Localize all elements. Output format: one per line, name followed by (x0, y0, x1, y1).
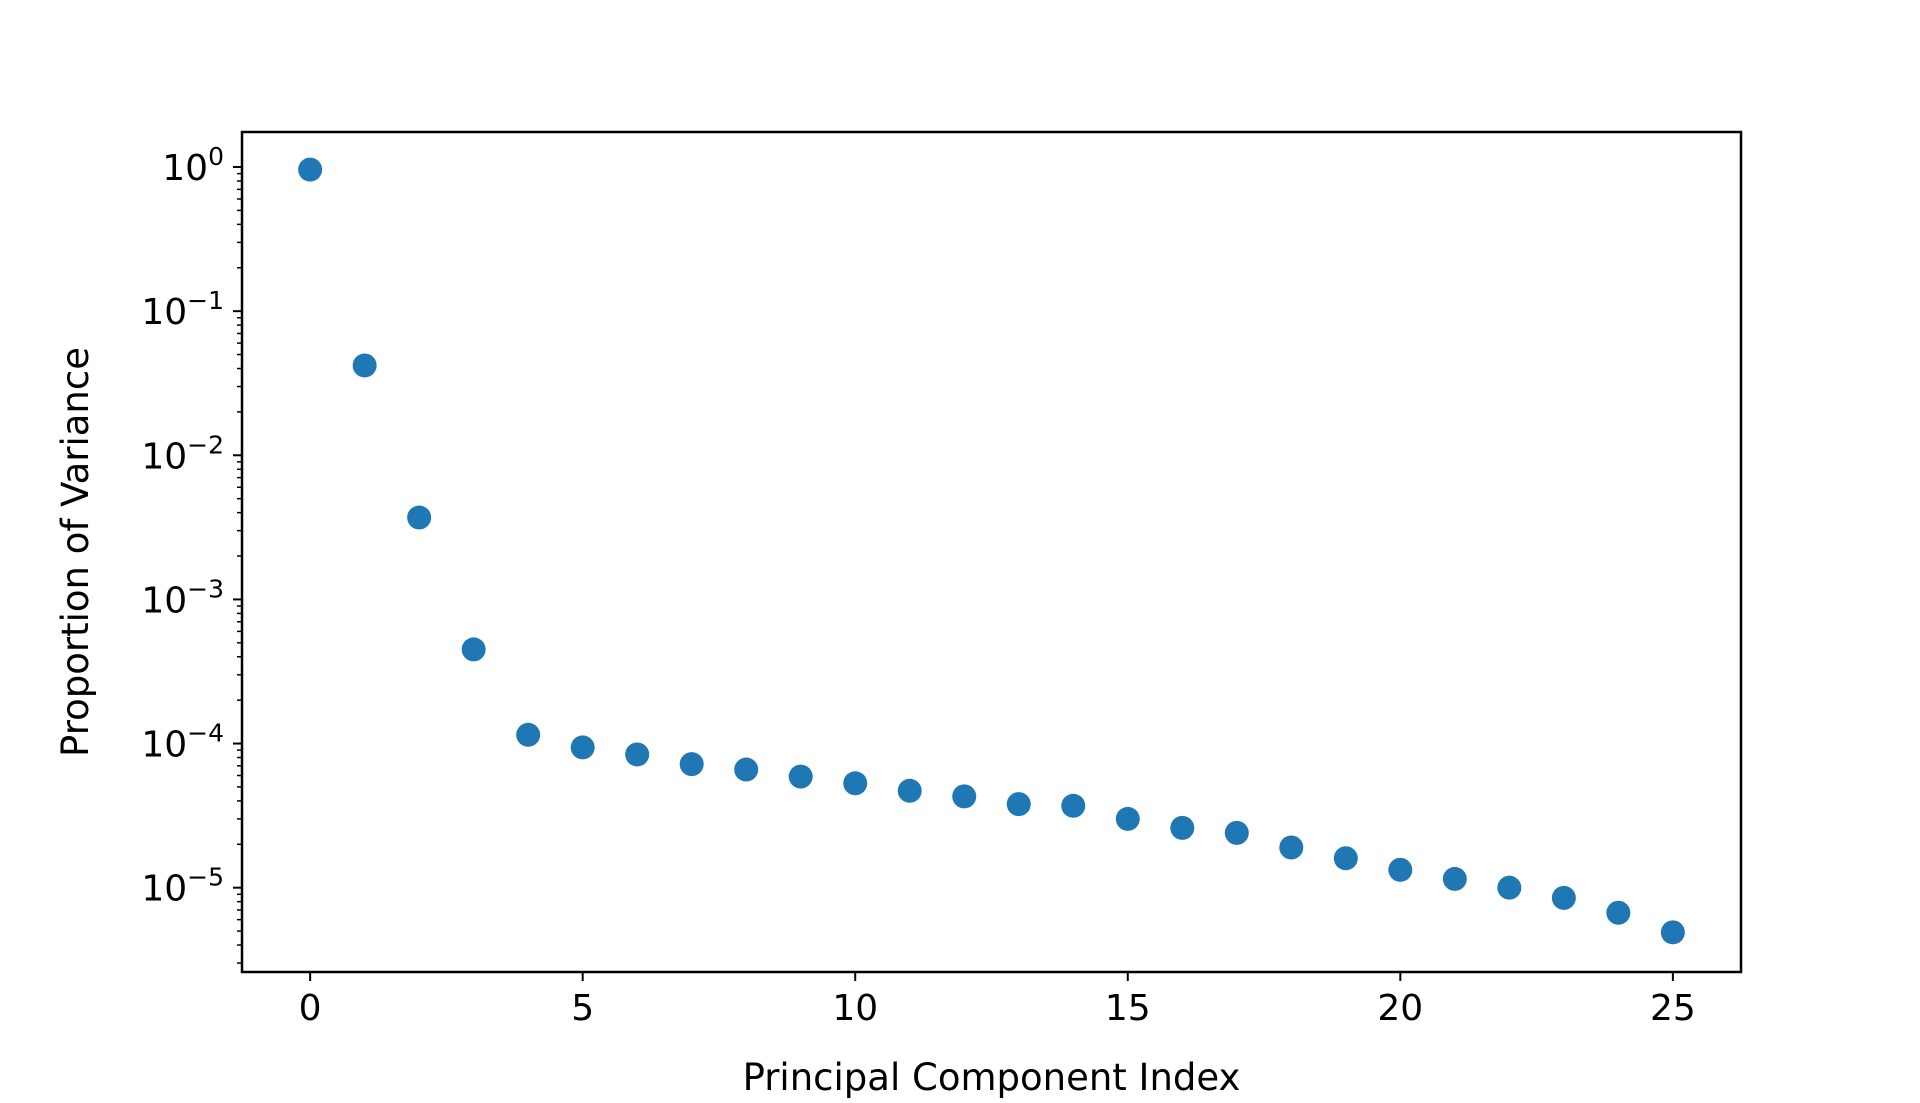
data-point-20 (1388, 857, 1413, 882)
data-point-25 (1660, 920, 1685, 945)
x-tick-label: 5 (571, 988, 594, 1029)
data-point-2 (407, 505, 432, 530)
x-tick-label: 15 (1105, 988, 1151, 1029)
y-tick-label: 10−2 (141, 430, 224, 477)
x-tick-label: 25 (1650, 988, 1696, 1029)
data-point-16 (1170, 815, 1195, 840)
data-point-11 (897, 778, 922, 803)
y-tick-label: 10−3 (141, 574, 224, 621)
data-point-18 (1279, 835, 1304, 860)
x-tick-label: 20 (1377, 988, 1423, 1029)
plot-frame (240, 130, 1743, 974)
data-point-1 (352, 353, 377, 378)
y-major-ticks: 100 10−1 10−2 10−3 10−4 10−5 (141, 142, 242, 910)
x-axis-label: Principal Component Index (743, 1056, 1241, 1099)
data-point-15 (1115, 806, 1140, 831)
data-point-4 (516, 722, 541, 747)
data-point-7 (679, 752, 704, 777)
data-point-19 (1333, 846, 1358, 871)
plot-area (242, 132, 1741, 972)
x-tick-label: 10 (832, 988, 878, 1029)
y-tick-label: 100 (162, 142, 224, 189)
y-tick-label: 10−1 (141, 286, 224, 333)
data-point-22 (1497, 875, 1522, 900)
data-point-10 (843, 771, 868, 796)
y-axis-label: Proportion of Variance (54, 347, 97, 757)
data-point-24 (1606, 900, 1631, 925)
x-ticks: 0 5 10 15 20 25 (299, 972, 1696, 1029)
y-tick-label: 10−5 (141, 863, 224, 910)
y-tick-label: 10−4 (141, 719, 224, 766)
data-point-14 (1061, 793, 1086, 818)
data-point-0 (298, 157, 323, 182)
data-point-13 (1006, 792, 1031, 817)
data-point-5 (570, 735, 595, 760)
data-point-3 (461, 637, 486, 662)
data-point-12 (952, 784, 977, 809)
data-point-21 (1442, 866, 1467, 891)
data-point-9 (788, 764, 813, 789)
data-point-17 (1224, 820, 1249, 845)
data-point-6 (625, 742, 650, 767)
data-point-8 (734, 757, 759, 782)
data-points (298, 157, 1685, 945)
data-point-23 (1551, 885, 1576, 910)
x-tick-label: 0 (299, 988, 322, 1029)
